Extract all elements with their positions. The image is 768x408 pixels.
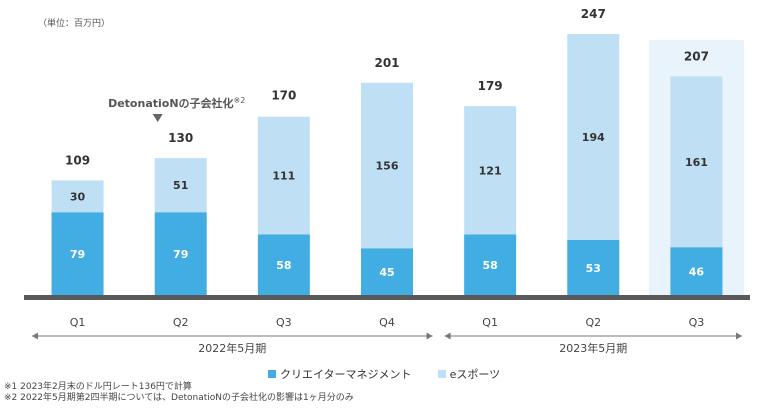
- bar-value-label: 45: [379, 266, 394, 279]
- bar-total-label: 207: [684, 49, 709, 63]
- bar-value-label: 58: [482, 259, 497, 272]
- annotation-down-arrow-icon: [152, 114, 163, 122]
- footnotes: ※1 2023年2月末のドル円レート136円で計算 ※2 2022年5月期第2四…: [4, 382, 354, 404]
- footnote-1: ※1 2023年2月末のドル円レート136円で計算: [4, 382, 192, 392]
- bar-segment-esports: [567, 34, 620, 240]
- bar-segment-esports: [154, 158, 207, 213]
- x-tick-label: Q1: [70, 316, 86, 329]
- x-tick-label: Q3: [689, 316, 705, 329]
- bar-value-label: 111: [272, 170, 295, 183]
- bar-total-label: 201: [374, 56, 399, 70]
- bar-segment-management: [670, 247, 723, 296]
- bar-segment-esports: [464, 106, 517, 235]
- x-axis-baseline: [24, 295, 750, 300]
- bar-segment-management: [257, 234, 310, 296]
- bar-segment-esports: [257, 116, 310, 235]
- footnote-2: ※2 2022年5月期第2四半期については、DetonatioNの子会社化の影響…: [4, 393, 354, 403]
- bar-total-label: 109: [65, 153, 90, 167]
- legend-swatch-esports: [437, 370, 446, 378]
- period-label: 2022年5月期: [198, 341, 266, 355]
- bar-total-label: 130: [168, 131, 193, 145]
- legend-item-esports: eスポーツ: [437, 366, 501, 382]
- bar-segment-management: [51, 212, 104, 296]
- bar-segment-management: [361, 248, 413, 296]
- x-tick-label: Q3: [276, 316, 292, 329]
- legend: クリエイターマネジメント eスポーツ: [268, 366, 500, 382]
- annotation-label: DetonatioNの子会社化※2: [108, 96, 245, 110]
- period-arrow-right-icon: [426, 332, 433, 340]
- x-tick-label: Q1: [482, 316, 498, 329]
- bar-value-label: 79: [70, 248, 85, 261]
- period-arrow-right-icon: [736, 332, 742, 340]
- bar-total-label: 247: [581, 7, 606, 21]
- bar-value-label: 46: [689, 266, 705, 279]
- legend-label-management: クリエイターマネジメント: [280, 368, 412, 381]
- bar-segment-esports: [670, 76, 723, 248]
- bar-value-label: 79: [173, 248, 188, 261]
- stacked-bar-chart: 79 30 109 Q1 79 51 130 Q2 58 111 170 Q3 45 156 201 Q4 58…: [24, 7, 750, 355]
- bar-total-label: 170: [271, 89, 296, 103]
- bar-segment-management: [154, 212, 207, 296]
- legend-label-esports: eスポーツ: [449, 368, 501, 381]
- bar-value-label: 121: [479, 164, 502, 177]
- bar-segment-management: [464, 234, 517, 296]
- period-label: 2023年5月期: [559, 341, 627, 355]
- bar-value-label: 58: [276, 259, 291, 272]
- bar-value-label: 30: [70, 190, 86, 203]
- x-tick-label: Q2: [585, 316, 601, 329]
- bar-value-label: 53: [586, 262, 601, 275]
- x-tick-label: Q4: [379, 316, 395, 329]
- period-arrow-left-icon: [444, 332, 451, 340]
- bar-segment-management: [567, 239, 620, 296]
- bar-value-label: 161: [685, 156, 708, 169]
- bar-value-label: 194: [582, 131, 605, 144]
- x-tick-label: Q2: [173, 316, 189, 329]
- bar-total-label: 179: [478, 79, 503, 93]
- bar-segment-esports: [51, 180, 104, 213]
- bar-value-label: 156: [376, 160, 399, 173]
- legend-swatch-management: [268, 370, 276, 378]
- bar-segment-esports: [361, 82, 413, 249]
- unit-note: （単位：百万円）: [38, 19, 111, 29]
- bar-value-label: 51: [173, 179, 188, 192]
- legend-item-management: クリエイターマネジメント: [268, 366, 412, 382]
- period-arrow-left-icon: [32, 332, 38, 340]
